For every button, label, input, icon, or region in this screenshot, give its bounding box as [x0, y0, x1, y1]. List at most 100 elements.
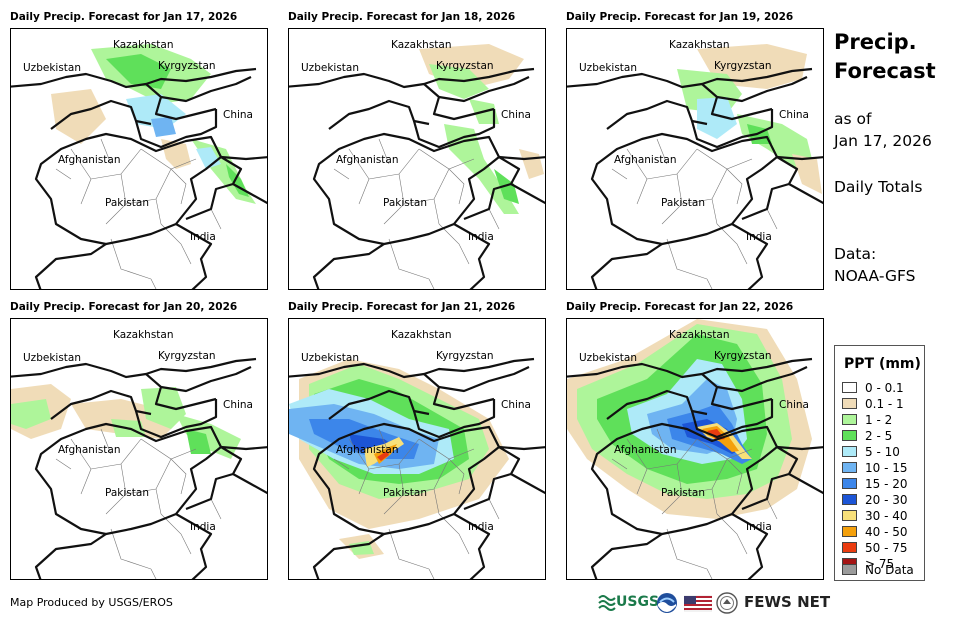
- legend-item-no-data: No Data: [842, 562, 914, 577]
- label-kyrgyzstan: Kyrgyzstan: [158, 60, 216, 72]
- usgs-wave-icon: [598, 595, 616, 611]
- legend-item: 0 - 0.1: [842, 380, 904, 395]
- map-panel-jan17: Kazakhstan Uzbekistan Kyrgyzstan China A…: [10, 28, 268, 290]
- precip-map-jan22: [567, 319, 823, 579]
- legend-label: 20 - 30: [865, 492, 908, 507]
- precip-map-jan17: [11, 44, 267, 289]
- label-uzbekistan: Uzbekistan: [579, 62, 637, 74]
- precip-map-jan19: [567, 44, 823, 289]
- legend-item: 2 - 5: [842, 428, 892, 443]
- fews-net-logo: FEWS NET: [744, 592, 830, 614]
- fews-net-text: FEWS NET: [744, 593, 831, 611]
- label-kazakhstan: Kazakhstan: [669, 329, 730, 341]
- panel-2-title: Daily Precip. Forecast for Jan 18, 2026: [288, 11, 516, 23]
- legend-label: 40 - 50: [865, 524, 908, 539]
- legend-item: 5 - 10: [842, 444, 900, 459]
- label-afghanistan: Afghanistan: [58, 154, 121, 166]
- legend-swatch: [842, 542, 857, 553]
- label-kyrgyzstan: Kyrgyzstan: [436, 60, 494, 72]
- legend-item: 50 - 75: [842, 540, 908, 555]
- panel-4-title: Daily Precip. Forecast for Jan 20, 2026: [10, 301, 238, 313]
- legend-swatch: [842, 430, 857, 441]
- noaa-logo: [656, 592, 678, 614]
- label-pakistan: Pakistan: [105, 487, 149, 499]
- legend-swatch: [842, 478, 857, 489]
- label-india: India: [746, 231, 772, 243]
- legend-swatch: [842, 462, 857, 473]
- as-of-block: as of Jan 17, 2026: [834, 108, 932, 152]
- legend-swatch: [842, 526, 857, 537]
- data-source-block: Data: NOAA-GFS: [834, 243, 915, 287]
- sidebar-title: Precip. Forecast: [834, 28, 936, 86]
- panel-3-title: Daily Precip. Forecast for Jan 19, 2026: [566, 11, 794, 23]
- label-kazakhstan: Kazakhstan: [391, 39, 452, 51]
- label-afghanistan: Afghanistan: [614, 444, 677, 456]
- legend-label: 15 - 20: [865, 476, 908, 491]
- legend-label: 10 - 15: [865, 460, 908, 475]
- legend-label: 0.1 - 1: [865, 396, 904, 411]
- label-uzbekistan: Uzbekistan: [301, 62, 359, 74]
- label-china: China: [779, 399, 809, 411]
- label-kazakhstan: Kazakhstan: [391, 329, 452, 341]
- map-credit: Map Produced by USGS/EROS: [10, 596, 173, 609]
- label-india: India: [468, 521, 494, 533]
- map-panel-jan20: Kazakhstan Uzbekistan Kyrgyzstan China A…: [10, 318, 268, 580]
- map-panel-jan22: Kazakhstan Uzbekistan Kyrgyzstan China A…: [566, 318, 824, 580]
- legend-item: 40 - 50: [842, 524, 908, 539]
- label-kyrgyzstan: Kyrgyzstan: [714, 60, 772, 72]
- label-kyrgyzstan: Kyrgyzstan: [436, 350, 494, 362]
- label-afghanistan: Afghanistan: [336, 154, 399, 166]
- label-kazakhstan: Kazakhstan: [113, 39, 174, 51]
- legend-swatch: [842, 494, 857, 505]
- precip-map-jan20: [11, 357, 267, 579]
- legend-label: 30 - 40: [865, 508, 908, 523]
- label-pakistan: Pakistan: [661, 197, 705, 209]
- label-kyrgyzstan: Kyrgyzstan: [158, 350, 216, 362]
- label-china: China: [223, 399, 253, 411]
- legend-swatch: [842, 414, 857, 425]
- data-label: Data:: [834, 245, 877, 263]
- usgs-logo: USGS: [598, 592, 659, 614]
- label-afghanistan: Afghanistan: [58, 444, 121, 456]
- sidebar-title-line2: Forecast: [834, 59, 936, 83]
- legend-swatch: [842, 510, 857, 521]
- legend-swatch: [842, 446, 857, 457]
- legend-label: > 75: [865, 556, 895, 571]
- precip-map-jan21: [289, 357, 545, 579]
- legend-label: No Data: [865, 562, 914, 577]
- map-panel-jan18: Kazakhstan Uzbekistan Kyrgyzstan China A…: [288, 28, 546, 290]
- legend-label: 5 - 10: [865, 444, 900, 459]
- label-afghanistan: Afghanistan: [336, 444, 399, 456]
- usaid-seal: [716, 592, 738, 614]
- label-pakistan: Pakistan: [661, 487, 705, 499]
- map-panel-jan21: Kazakhstan Uzbekistan Kyrgyzstan China A…: [288, 318, 546, 580]
- panel-1-title: Daily Precip. Forecast for Jan 17, 2026: [10, 11, 238, 23]
- seal-icon: [716, 592, 738, 614]
- label-pakistan: Pakistan: [383, 487, 427, 499]
- legend-item: 20 - 30: [842, 492, 908, 507]
- as-of-label: as of: [834, 110, 872, 128]
- legend-item: 30 - 40: [842, 508, 908, 523]
- panel-6-title: Daily Precip. Forecast for Jan 22, 2026: [566, 301, 794, 313]
- label-india: India: [746, 521, 772, 533]
- label-pakistan: Pakistan: [383, 197, 427, 209]
- label-china: China: [501, 399, 531, 411]
- label-kyrgyzstan: Kyrgyzstan: [714, 350, 772, 362]
- label-china: China: [779, 109, 809, 121]
- label-china: China: [501, 109, 531, 121]
- label-china: China: [223, 109, 253, 121]
- legend-swatch: [842, 564, 857, 575]
- legend-swatch: [842, 398, 857, 409]
- legend-label: 1 - 2: [865, 412, 893, 427]
- label-uzbekistan: Uzbekistan: [23, 62, 81, 74]
- label-india: India: [190, 231, 216, 243]
- map-panel-jan19: Kazakhstan Uzbekistan Kyrgyzstan China A…: [566, 28, 824, 290]
- legend-label: 2 - 5: [865, 428, 893, 443]
- legend-item: 0.1 - 1: [842, 396, 904, 411]
- us-flag: [683, 592, 713, 614]
- label-uzbekistan: Uzbekistan: [23, 352, 81, 364]
- daily-totals-text: Daily Totals: [834, 178, 923, 196]
- data-source: NOAA-GFS: [834, 267, 916, 285]
- label-kazakhstan: Kazakhstan: [113, 329, 174, 341]
- sidebar-title-line1: Precip.: [834, 30, 917, 54]
